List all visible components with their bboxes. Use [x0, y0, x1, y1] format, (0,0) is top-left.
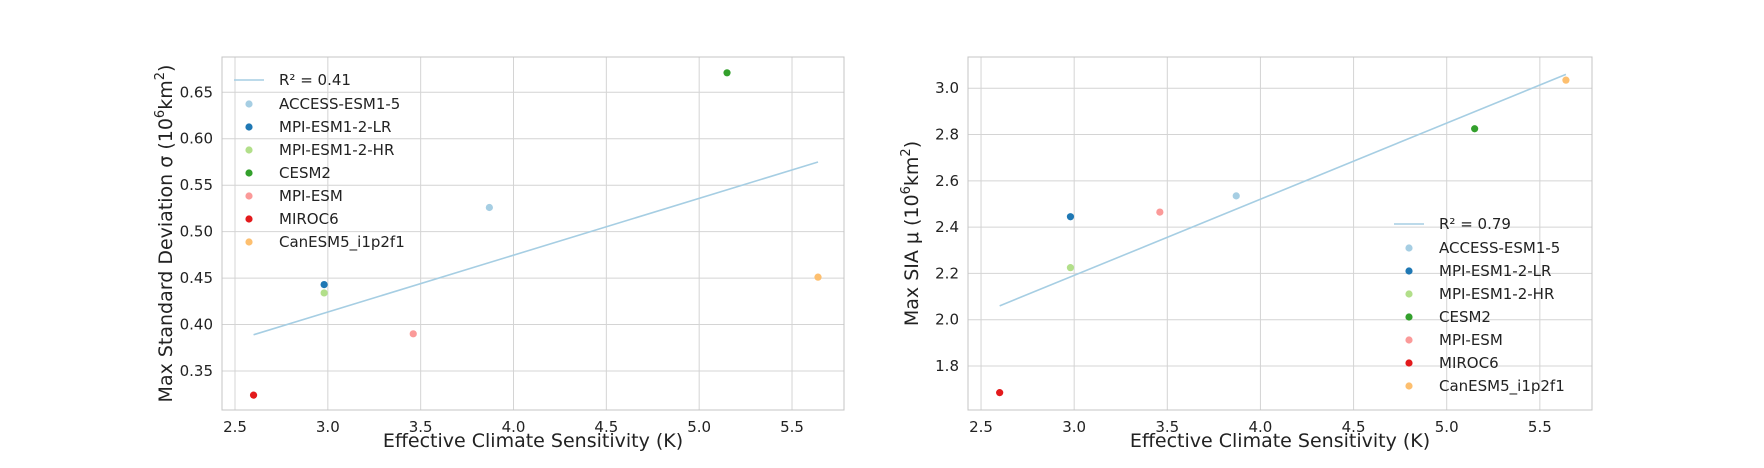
x-tick-label: 3.0 — [316, 418, 340, 436]
y-tick-label: 2.8 — [935, 126, 959, 144]
legend-marker — [1405, 244, 1413, 252]
legend-marker — [245, 123, 253, 131]
data-point-miroc6 — [996, 389, 1004, 397]
legend-marker — [1405, 382, 1413, 390]
legend-marker — [1405, 290, 1413, 298]
legend-marker — [1405, 336, 1413, 344]
legend-label: CESM2 — [279, 164, 331, 182]
x-tick-label: 5.0 — [687, 418, 711, 436]
x-tick-label: 3.0 — [1062, 418, 1086, 436]
legend: R² = 0.79 ACCESS-ESM1-5 MPI-ESM1-2-LR MPI-E… — [1394, 215, 1565, 396]
legend-label: MPI-ESM — [1439, 331, 1503, 349]
x-tick-label: 4.5 — [1342, 418, 1366, 436]
legend-label: MPI-ESM — [279, 187, 343, 205]
legend-marker — [245, 146, 253, 154]
y-axis-label-part: ) — [901, 141, 923, 148]
y-axis-label: Max SIA μ (106km2) — [899, 141, 923, 326]
legend-marker — [245, 192, 253, 200]
y-axis-label-part: km — [155, 80, 177, 110]
data-point-mpi-esm1-2-hr — [1066, 264, 1075, 272]
legend-label: MPI-ESM1-2-LR — [1439, 262, 1551, 280]
data-point-miroc6 — [249, 391, 258, 399]
legend-label-fit: R² = 0.79 — [1439, 215, 1511, 233]
legend-marker — [245, 215, 253, 223]
legend-label: MPI-ESM1-2-HR — [1439, 285, 1554, 303]
data-point-mpi-esm1-2-lr — [1066, 213, 1075, 221]
x-tick-label: 2.5 — [969, 418, 993, 436]
y-axis-label-part: 6 — [899, 186, 914, 194]
y-tick-label: 0.40 — [180, 316, 213, 334]
y-axis-label: Max Standard Deviation σ (106km2) — [153, 65, 177, 403]
y-axis-label-part: 2 — [153, 72, 168, 80]
x-tick-label: 5.0 — [1435, 418, 1459, 436]
data-point-canesm5-i1p2f1 — [1562, 76, 1570, 84]
y-tick-label: 3.0 — [935, 79, 959, 97]
chart-panel-1: 2.5 3.0 3.5 4.0 4.5 5.0 5.5 0.35 0.40 0.45 0.50 0.5… — [153, 56, 845, 452]
legend-label: CanESM5_i1p2f1 — [1439, 377, 1565, 396]
x-tick-label: 4.5 — [594, 418, 618, 436]
y-tick-label: 2.2 — [935, 264, 959, 282]
legend-label: MPI-ESM1-2-LR — [279, 118, 391, 136]
legend-label: ACCESS-ESM1-5 — [1439, 239, 1560, 257]
legend-marker — [245, 100, 253, 108]
y-tick-label: 2.0 — [935, 311, 959, 329]
data-point-mpi-esm1-2-hr — [320, 289, 328, 297]
x-tick-label: 4.0 — [502, 418, 526, 436]
y-tick-label: 0.50 — [180, 223, 213, 241]
legend-marker — [1405, 313, 1413, 321]
y-tick-label: 2.6 — [935, 172, 959, 190]
legend-label: CESM2 — [1439, 308, 1491, 326]
data-point-mpi-esm1-2-lr — [320, 280, 328, 289]
y-axis-label-part: 2 — [899, 148, 914, 156]
y-axis-label-part: Max Standard Deviation σ (10 — [155, 118, 177, 402]
y-axis-label-part: ) — [155, 65, 177, 72]
x-tick-label: 3.5 — [409, 418, 433, 436]
data-point-mpi-esm — [1156, 208, 1164, 216]
data-point-mpi-esm — [409, 330, 417, 338]
legend-marker — [245, 238, 253, 246]
x-tick-label: 5.5 — [780, 418, 804, 436]
plot-frame — [221, 56, 845, 411]
regression-line — [253, 161, 819, 336]
y-tick-label: 0.60 — [180, 130, 213, 148]
regression-line — [999, 73, 1567, 307]
legend-label: MIROC6 — [1439, 354, 1499, 372]
y-axis-label-part: km — [901, 157, 923, 187]
y-tick-label: 0.65 — [180, 83, 213, 101]
legend-marker — [1405, 359, 1413, 367]
x-tick-label: 3.5 — [1155, 418, 1179, 436]
legend: R² = 0.41 ACCESS-ESM1-5 MPI-ESM1-2-LR MPI-E… — [234, 71, 405, 252]
x-axis-label: Effective Climate Sensitivity (K) — [1130, 430, 1430, 452]
legend-label: CanESM5_i1p2f1 — [279, 233, 405, 252]
legend-label: MPI-ESM1-2-HR — [279, 141, 394, 159]
data-point-access-esm1-5 — [1232, 192, 1240, 200]
y-axis-label-part: 6 — [153, 110, 168, 118]
x-tick-label: 2.5 — [223, 418, 247, 436]
legend-marker — [245, 169, 253, 177]
y-tick-label: 0.45 — [180, 269, 213, 287]
x-axis-label: Effective Climate Sensitivity (K) — [383, 430, 683, 452]
data-point-cesm2 — [1471, 125, 1479, 133]
legend-label: MIROC6 — [279, 210, 339, 228]
chart-panel-2: 2.5 3.0 3.5 4.0 4.5 5.0 5.5 1.8 2.0 2.2 2.4 2.6 2.8 3… — [899, 56, 1593, 452]
y-tick-label: 2.4 — [935, 218, 959, 236]
x-tick-label: 5.5 — [1528, 418, 1552, 436]
legend-label: ACCESS-ESM1-5 — [279, 95, 400, 113]
plot-frame — [967, 56, 1593, 411]
data-point-canesm5-i1p2f1 — [814, 273, 822, 281]
legend-marker — [1405, 267, 1413, 275]
data-point-cesm2 — [723, 69, 731, 77]
y-tick-label: 0.35 — [180, 362, 213, 380]
y-tick-label: 0.55 — [180, 176, 213, 194]
data-point-access-esm1-5 — [485, 203, 493, 212]
x-tick-label: 4.0 — [1249, 418, 1273, 436]
y-tick-label: 1.8 — [935, 357, 959, 375]
y-axis-label-part: Max SIA μ (10 — [901, 194, 923, 326]
legend-label-fit: R² = 0.41 — [279, 71, 351, 89]
